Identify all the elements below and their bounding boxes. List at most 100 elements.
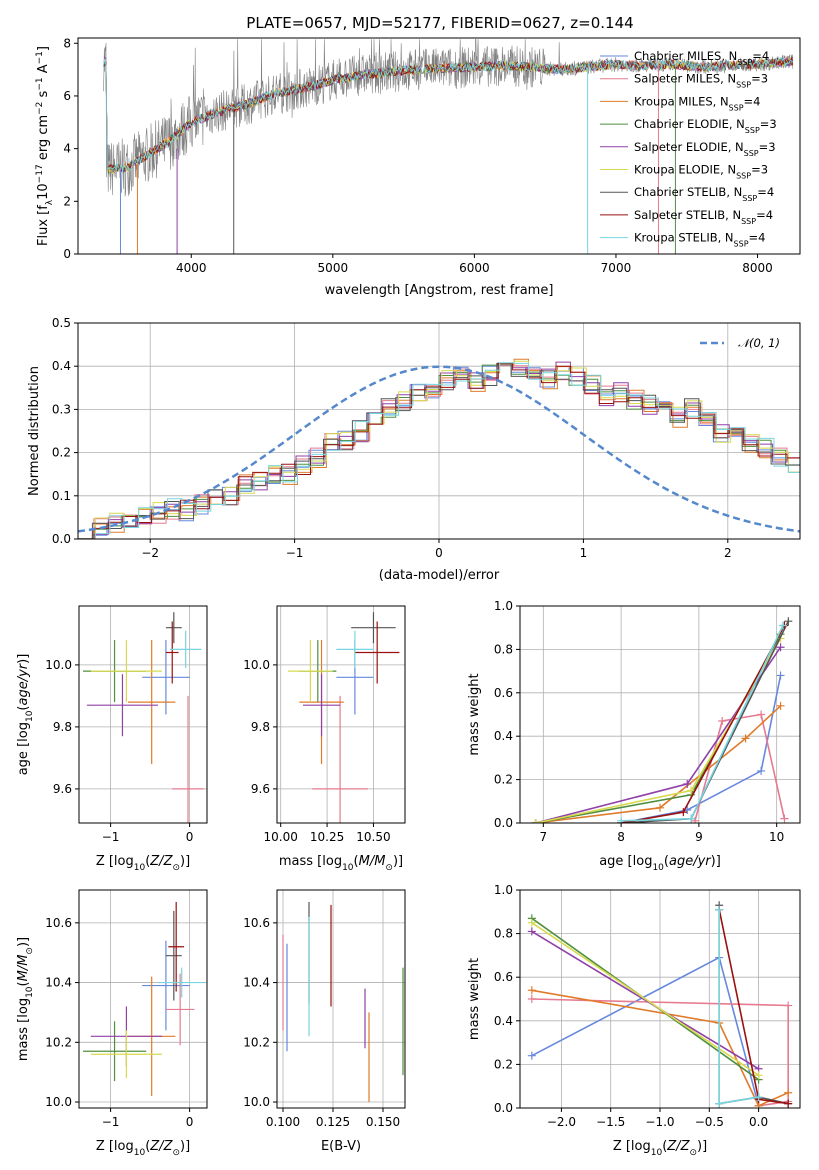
normal-distribution-curve (78, 365, 800, 533)
weight_vs_age-ytick-label: 0.4 (494, 729, 513, 743)
subscript: λ (45, 199, 55, 205)
age_vs_mass-ytick-label: 9.6 (251, 782, 270, 796)
data-point-marker (741, 734, 750, 743)
residual-histogram-step (79, 364, 800, 539)
legend-entry: Salpeter ELODIE, NSSP=3 (634, 140, 776, 158)
age_vs_Z-xtick-label: −1 (102, 830, 120, 844)
weight_vs_Z-xtick-label: −0.5 (695, 1115, 724, 1129)
data-point-marker (617, 816, 626, 823)
superscript: −2 (35, 102, 45, 115)
mass_vs_Z-plot-area (82, 901, 206, 1097)
spectrum-xtick-label: 8000 (742, 261, 773, 275)
age_vs_mass-panel: 10.00 10.25 10.50 9.6 9.8 10.0 mass [log10(M/M… (243, 605, 406, 873)
superscript: −1 (35, 77, 45, 90)
residuals-xtick-label: −2 (141, 546, 159, 560)
residuals-plot-area (78, 358, 800, 539)
residuals-xtick-label: −1 (286, 546, 304, 560)
mass-weight-series-line (531, 989, 789, 1107)
spectrum-xtick-label: 6000 (459, 261, 490, 275)
age_vs_Z-panel: −1 0 9.6 9.8 10.0 Z [log10(Z/Z⊙)] age [log10(a… (16, 605, 208, 873)
weight_vs_age-xtick-label: 8 (617, 830, 625, 844)
mass_vs_ebv-ytick-label: 10.4 (243, 976, 270, 990)
residuals-ytick-label: 0.1 (52, 489, 71, 503)
mass-weight-series-line (535, 705, 782, 823)
residuals-panel: −2 −1 0 1 2 0.0 0.1 0.2 0.3 0.4 0.5 (data-model)/er… (27, 316, 801, 583)
data-point-marker (683, 779, 692, 788)
weight_vs_Z-ytick-label: 0.2 (494, 1057, 513, 1071)
data-point-marker (718, 717, 727, 726)
weight_vs_age-xtick-label: 7 (540, 830, 548, 844)
subscript: SSP (742, 194, 757, 203)
weight_vs_age-frame (519, 605, 801, 824)
age_vs_Z-frame (78, 605, 208, 824)
spectrum-ytick-label: 8 (63, 36, 71, 50)
age_vs_mass-ytick-label: 9.8 (251, 720, 270, 734)
subscript: 10 (25, 986, 35, 998)
data-point-marker (527, 995, 536, 1003)
data-point-marker (784, 1001, 793, 1010)
weight_vs_age-xtick-label: 10 (769, 830, 784, 844)
residuals-xtick-label: 2 (724, 546, 732, 560)
legend-entry: Kroupa STELIB, NSSP=4 (634, 231, 765, 249)
spectrum-ytick-label: 0 (63, 247, 71, 261)
superscript: −1 (35, 51, 45, 64)
data-point-marker (531, 819, 540, 823)
age_vs_mass-ytick-label: 10.0 (243, 658, 270, 672)
data-point-marker (687, 786, 696, 795)
data-point-marker (754, 1093, 763, 1102)
residual-histogram-step (79, 362, 800, 539)
subscript: 10 (134, 863, 146, 873)
data-point-marker (527, 927, 536, 936)
subscript: 10 (134, 1148, 146, 1158)
data-point-marker (656, 803, 664, 812)
data-point-marker (527, 918, 536, 927)
residual-histogram-step (80, 362, 800, 539)
weight_vs_age-panel: 7 8 9 10 0.0 0.2 0.4 0.6 0.8 1.0 age [log10(age/yr… (467, 599, 801, 873)
data-point-marker (776, 643, 785, 652)
age_vs_mass-xtick-label: 10.50 (356, 830, 390, 844)
weight_vs_Z-ytick-label: 0.0 (494, 1101, 513, 1115)
age_vs_mass-plot-area (288, 612, 400, 823)
mass_vs_Z-ytick-label: 10.6 (45, 916, 72, 930)
mass-weight-series-line (535, 633, 782, 823)
spectrum-panel: 4000 5000 6000 7000 8000 0 2 4 6 8 wavelength [Ang… (35, 36, 801, 298)
subscript: ⊙ (689, 1148, 697, 1158)
data-point-marker (754, 1071, 763, 1080)
spectrum-plot-area (103, 39, 794, 254)
spectrum-x-axis-label: wavelength [Angstrom, rest frame] (325, 283, 554, 298)
age_vs_mass-x-axis-label: mass [log10(M/M⊙)] (279, 854, 403, 873)
data-point-marker (757, 710, 766, 719)
mass-weight-series-line (531, 922, 760, 1076)
legend-entry: Chabrier STELIB, NSSP=4 (634, 185, 774, 203)
legend-entry: Salpeter MILES, NSSP=3 (634, 72, 768, 90)
subscript: SSP (737, 58, 752, 67)
age_vs_mass-frame (276, 605, 406, 824)
mass_vs_ebv-plot-area (282, 901, 405, 1103)
residual-histogram-step (78, 363, 800, 539)
mass_vs_Z-y-axis-label: mass [log10(M/M⊙)] (16, 937, 35, 1061)
weight_vs_age-ytick-label: 0.2 (494, 773, 513, 787)
weight_vs_Z-xtick-label: −1.5 (596, 1115, 625, 1129)
mass_vs_Z-frame (78, 889, 208, 1109)
subscript: 10 (652, 863, 664, 873)
mass_vs_Z-x-axis-label: Z [log10(Z/Z⊙)] (96, 1139, 190, 1158)
subscript: 10 (342, 863, 354, 873)
weight_vs_age-ytick-label: 0.0 (494, 816, 513, 830)
weight_vs_Z-plot-area (527, 901, 793, 1108)
spectrum-y-axis-label: Flux [fλ10−17 erg cm−2 s−1 A−1] (35, 46, 55, 246)
weight_vs_age-ytick-label: 0.8 (494, 642, 513, 656)
residual-histogram-step (78, 364, 800, 539)
age_vs_Z-ytick-label: 9.6 (53, 782, 72, 796)
legend-entry: Kroupa ELODIE, NSSP=3 (634, 163, 768, 181)
mass_vs_ebv-xtick-label: 0.100 (266, 1115, 300, 1129)
mass_vs_ebv-xtick-label: 0.150 (366, 1115, 400, 1129)
data-point-marker (527, 986, 536, 995)
residuals-xtick-label: 1 (580, 546, 588, 560)
data-point-marker (778, 621, 787, 630)
legend-entry: 𝒩(0, 1) (738, 336, 780, 350)
age_vs_Z-y-axis-label: age [log10(age/yr)] (16, 654, 35, 776)
age_vs_mass-xtick-label: 10.00 (264, 830, 298, 844)
spectrum-xtick-label: 4000 (176, 261, 207, 275)
weight_vs_Z-xtick-label: −1.0 (645, 1115, 674, 1129)
